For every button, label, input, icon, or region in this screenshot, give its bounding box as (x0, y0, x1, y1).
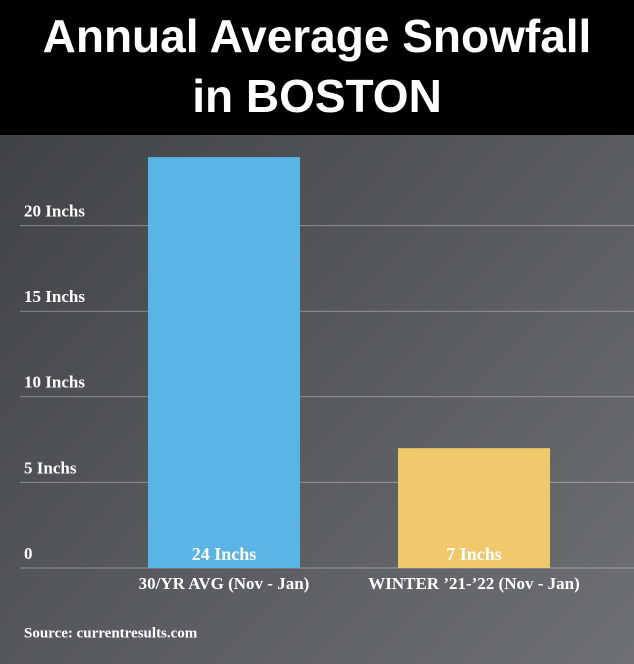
bar (398, 448, 550, 568)
value-label: 24 Inchs (192, 544, 257, 564)
y-tick-label: 5 Inchs (24, 458, 77, 477)
y-tick-label: 0 (24, 544, 33, 563)
value-label: 7 Inchs (446, 544, 502, 564)
y-tick-label: 20 Inchs (24, 202, 85, 221)
y-tick-label: 10 Inchs (24, 373, 85, 392)
title-band (0, 0, 634, 135)
y-tick-label: 15 Inchs (24, 287, 85, 306)
chart-title: in BOSTON (192, 70, 442, 122)
bar (148, 157, 300, 568)
source: Source: currentresults.com (24, 625, 198, 641)
x-tick-label: WINTER ’21-’22 (Nov - Jan) (368, 574, 580, 593)
chart-title: Annual Average Snowfall (43, 10, 592, 62)
x-tick-label: 30/YR AVG (Nov - Jan) (139, 574, 310, 593)
